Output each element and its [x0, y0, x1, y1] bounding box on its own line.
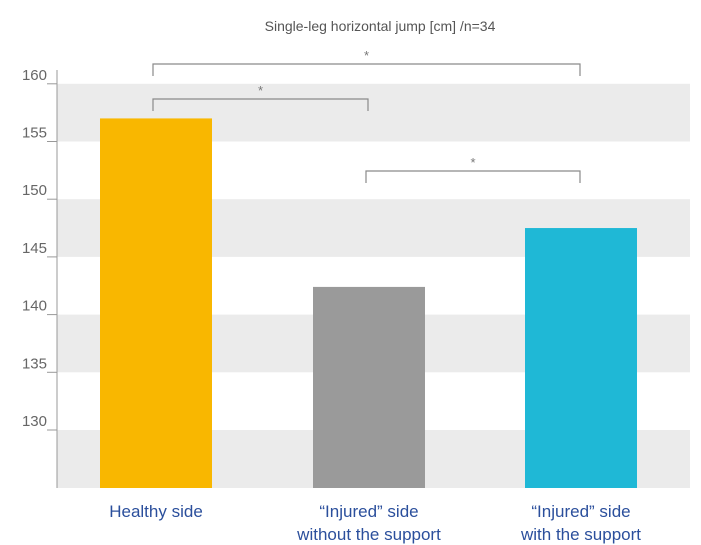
x-axis-labels: Healthy side “Injured” side without the su… [109, 502, 641, 544]
bar [525, 228, 637, 489]
bar [100, 118, 212, 489]
chart-title: Single-leg horizontal jump [cm] /n=34 [265, 18, 496, 34]
y-tick-label: 130 [22, 413, 47, 430]
x-category-label: “Injured” side [531, 502, 630, 521]
y-tick-label: 160 [22, 67, 47, 84]
y-tick-label: 140 [22, 298, 47, 315]
y-tick-label: 135 [22, 355, 47, 372]
x-category-label: “Injured” side [319, 502, 418, 521]
y-tick-label: 150 [22, 182, 47, 199]
significance-bracket [365, 170, 581, 183]
significance-bracket [152, 98, 369, 111]
significance-bracket [152, 63, 581, 76]
y-axis: 130 135 140 145 150 155 160 [22, 67, 58, 488]
significance-brackets: * * * [152, 48, 581, 183]
significance-star: * [364, 48, 369, 63]
x-category-label: without the support [296, 525, 441, 544]
x-category-label: with the support [520, 525, 641, 544]
y-tick-label: 155 [22, 125, 47, 142]
significance-star: * [470, 155, 475, 170]
y-tick-label: 145 [22, 240, 47, 257]
significance-star: * [258, 83, 263, 98]
bars [100, 118, 637, 489]
bar [313, 286, 425, 488]
x-category-label: Healthy side [109, 502, 203, 521]
